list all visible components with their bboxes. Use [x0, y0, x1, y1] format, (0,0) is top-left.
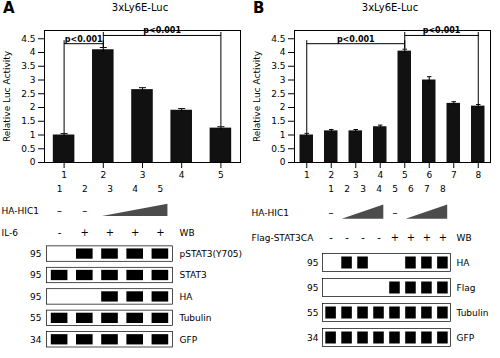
svg-text:+: + — [391, 232, 399, 243]
svg-text:55: 55 — [30, 313, 41, 323]
svg-text:p<0.001: p<0.001 — [337, 35, 375, 44]
svg-text:WB: WB — [457, 233, 472, 243]
svg-text:1: 1 — [328, 184, 334, 194]
svg-text:3.5: 3.5 — [21, 61, 35, 71]
svg-text:STAT3: STAT3 — [180, 270, 207, 280]
svg-text:2: 2 — [30, 102, 36, 112]
svg-text:4: 4 — [179, 170, 185, 180]
html-text:B: B — [253, 0, 265, 17]
svg-text:8: 8 — [475, 170, 481, 180]
svg-text:–: – — [82, 205, 87, 216]
svg-text:3: 3 — [140, 170, 146, 180]
svg-text:3: 3 — [30, 75, 36, 85]
svg-text:WB: WB — [180, 228, 195, 238]
html-text:A: A — [3, 0, 15, 17]
svg-text:GFP: GFP — [180, 335, 198, 345]
svg-text:95: 95 — [307, 283, 318, 293]
svg-text:-: - — [58, 227, 62, 238]
svg-text:p<0.001: p<0.001 — [65, 35, 103, 44]
svg-text:–: – — [392, 207, 397, 218]
svg-text:3: 3 — [280, 75, 286, 85]
svg-text:Tubulin: Tubulin — [179, 313, 212, 323]
svg-text:+: + — [439, 232, 447, 243]
svg-text:HA: HA — [457, 258, 471, 268]
svg-text:–: – — [57, 205, 62, 216]
svg-text:4: 4 — [132, 184, 138, 194]
svg-text:-: - — [329, 232, 333, 243]
svg-text:4.5: 4.5 — [21, 34, 35, 44]
svg-text:0: 0 — [30, 157, 36, 167]
svg-text:2: 2 — [344, 184, 350, 194]
svg-text:0: 0 — [280, 157, 286, 167]
svg-text:95: 95 — [30, 270, 41, 280]
svg-text:6: 6 — [426, 170, 432, 180]
svg-text:+: + — [407, 232, 415, 243]
svg-text:3: 3 — [360, 184, 366, 194]
svg-text:-: - — [361, 232, 365, 243]
html-text:3xLy6E-Luc: 3xLy6E-Luc — [111, 2, 169, 13]
svg-text:4.5: 4.5 — [271, 34, 285, 44]
svg-text:GFP: GFP — [457, 333, 475, 343]
svg-text:Relative Luc Activity: Relative Luc Activity — [252, 50, 262, 142]
svg-text:2: 2 — [82, 184, 88, 194]
svg-text:Flag-STAT3CA: Flag-STAT3CA — [252, 233, 315, 243]
svg-text:95: 95 — [30, 249, 41, 259]
svg-text:5: 5 — [392, 184, 398, 194]
svg-text:8: 8 — [440, 184, 446, 194]
svg-text:+: + — [131, 227, 139, 238]
svg-text:1: 1 — [304, 170, 310, 180]
svg-text:5: 5 — [218, 170, 224, 180]
svg-text:+: + — [423, 232, 431, 243]
svg-text:5: 5 — [158, 184, 164, 194]
svg-text:2.5: 2.5 — [21, 89, 35, 99]
svg-text:HA-HIC1: HA-HIC1 — [252, 208, 289, 218]
svg-text:55: 55 — [307, 308, 318, 318]
svg-text:p<0.001: p<0.001 — [143, 26, 181, 35]
svg-text:pSTAT3(Y705): pSTAT3(Y705) — [180, 249, 243, 259]
svg-text:1: 1 — [61, 170, 67, 180]
svg-text:7: 7 — [451, 170, 457, 180]
html-text:3xLy6E-Luc: 3xLy6E-Luc — [361, 2, 419, 13]
svg-text:0.5: 0.5 — [271, 144, 285, 154]
svg-text:95: 95 — [30, 292, 41, 302]
svg-text:4: 4 — [377, 170, 383, 180]
svg-text:1: 1 — [57, 184, 63, 194]
svg-text:+: + — [156, 227, 164, 238]
svg-text:5: 5 — [402, 170, 408, 180]
svg-text:p<0.001: p<0.001 — [423, 26, 461, 35]
svg-text:2: 2 — [100, 170, 106, 180]
svg-text:Relative Luc Activity: Relative Luc Activity — [2, 50, 12, 142]
svg-text:4: 4 — [376, 184, 382, 194]
svg-text:HA: HA — [180, 292, 194, 302]
svg-text:0.5: 0.5 — [21, 144, 35, 154]
svg-text:3.5: 3.5 — [271, 61, 285, 71]
svg-text:4: 4 — [280, 47, 286, 57]
svg-text:1.5: 1.5 — [21, 116, 35, 126]
svg-text:95: 95 — [307, 258, 318, 268]
svg-text:1: 1 — [280, 130, 286, 140]
svg-text:7: 7 — [424, 184, 430, 194]
svg-text:6: 6 — [408, 184, 414, 194]
svg-text:+: + — [81, 227, 89, 238]
svg-text:2.5: 2.5 — [271, 89, 285, 99]
svg-text:Flag: Flag — [457, 283, 476, 293]
svg-text:3: 3 — [107, 184, 113, 194]
svg-text:HA-HIC1: HA-HIC1 — [2, 206, 39, 216]
svg-text:1: 1 — [30, 130, 36, 140]
svg-text:2: 2 — [280, 102, 286, 112]
svg-text:3: 3 — [353, 170, 359, 180]
svg-text:34: 34 — [30, 335, 42, 345]
svg-text:1.5: 1.5 — [271, 116, 285, 126]
svg-text:2: 2 — [328, 170, 334, 180]
svg-text:+: + — [106, 227, 114, 238]
svg-text:4: 4 — [30, 47, 36, 57]
svg-text:34: 34 — [307, 333, 319, 343]
svg-text:-: - — [377, 232, 381, 243]
svg-text:IL-6: IL-6 — [2, 228, 19, 238]
svg-text:-: - — [345, 232, 349, 243]
svg-text:Tubulin: Tubulin — [456, 308, 489, 318]
svg-text:–: – — [329, 207, 334, 218]
